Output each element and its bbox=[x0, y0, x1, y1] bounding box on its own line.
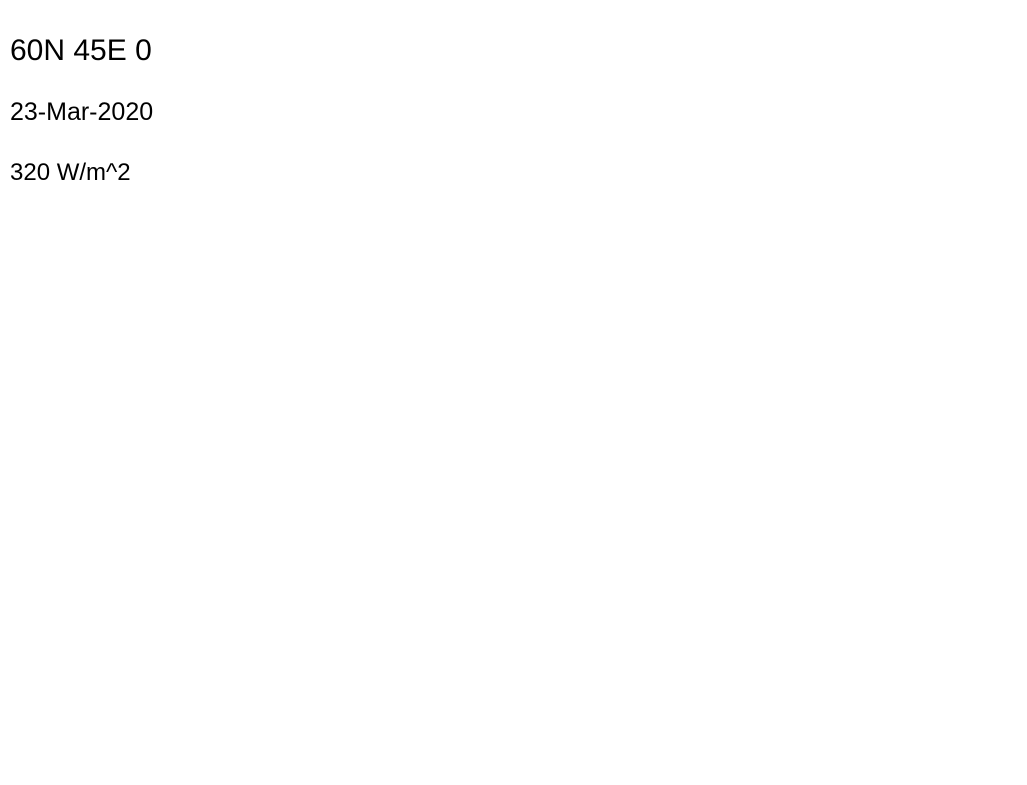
svg-text:320 W/m^2: 320 W/m^2 bbox=[10, 159, 131, 186]
svg-text:23-Mar-2020: 23-Mar-2020 bbox=[10, 98, 153, 126]
svg-text:60N 45E 0: 60N 45E 0 bbox=[10, 34, 152, 67]
